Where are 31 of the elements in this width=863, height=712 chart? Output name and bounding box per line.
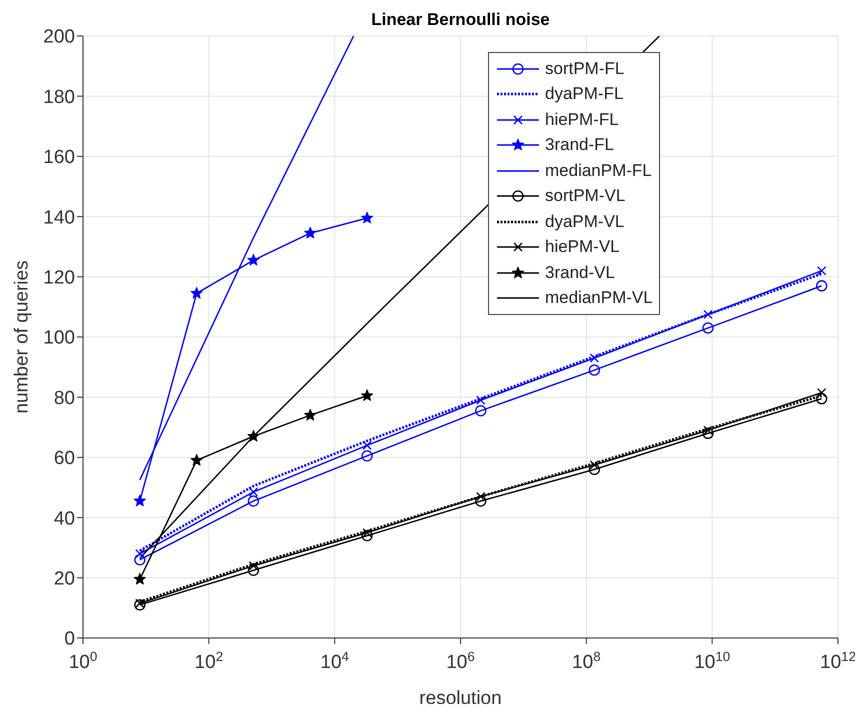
y-tick-label: 100 [43,328,75,349]
legend-label: dyaPM-VL [545,212,624,232]
legend-label: medianPM-FL [545,160,652,181]
x-tick-label: 10$^{10}$ [694,648,730,673]
x-tick-label: 10$^{12}$ [820,648,856,673]
y-tick-label: 120 [43,268,75,289]
legend-label: 3rand-FL [545,135,614,156]
y-tick-label: 140 [43,207,75,228]
y-tick-label: 20 [54,568,75,590]
y-tick-label: 160 [43,147,75,168]
x-tick-label: 10$^{0}$ [68,648,98,673]
x-tick-label: 10$^{4}$ [320,648,349,673]
legend-label: hiePM-VL [545,237,620,258]
y-tick-label: 0 [64,628,75,650]
legend-label: medianPM-VL [545,288,653,308]
y-tick-label: 40 [54,508,75,530]
legend-label: sortPM-FL [545,58,624,79]
legend-label: 3rand-VL [545,262,615,283]
y-axis-title: number of queries [12,260,32,414]
y-tick-label: 180 [43,86,75,108]
legend-label: sortPM-VL [545,186,626,206]
x-axis-title: resolution [419,688,502,709]
x-tick-label: 10$^{2}$ [194,648,224,673]
y-tick-label: 80 [54,388,75,409]
legend-label: dyaPM-FL [545,84,624,104]
y-tick-label: 200 [43,26,75,48]
legend-label: hiePM-FL [545,110,619,130]
x-tick-label: 10$^{6}$ [446,648,475,673]
y-tick-label: 60 [54,448,75,470]
chart-title: Linear Bernoulli noise [370,10,551,30]
x-tick-label: 10$^{8}$ [572,648,601,673]
